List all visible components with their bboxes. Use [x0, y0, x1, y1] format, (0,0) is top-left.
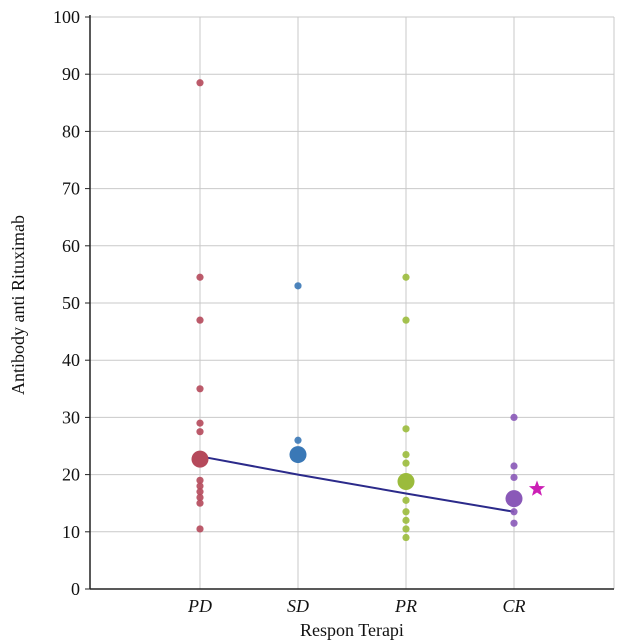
data-point: [402, 273, 410, 281]
y-tick-label: 0: [71, 579, 80, 599]
data-point: [402, 525, 410, 533]
mean-marker: [505, 490, 523, 508]
data-point: [196, 493, 204, 502]
grid-lines: [90, 16, 615, 589]
data-point: [196, 428, 204, 436]
y-tick-label: 90: [62, 64, 80, 84]
data-point: [196, 273, 204, 281]
data-point: [510, 508, 518, 516]
data-point: [196, 525, 204, 533]
data-point: [402, 496, 410, 504]
annotation-markers: [528, 480, 546, 496]
data-point: [510, 519, 518, 527]
y-tick-label: 10: [62, 522, 80, 542]
data-point: [510, 473, 518, 482]
data-point: [196, 482, 204, 490]
data-point: [196, 499, 204, 507]
y-tick-labels: 0 10 20 30 40 50 60 70 80 90 100: [53, 7, 80, 599]
data-point: [196, 488, 204, 496]
trend-line-path: [199, 455, 515, 513]
data-point: [196, 419, 204, 427]
mean-marker: [289, 446, 307, 464]
data-point: [402, 450, 410, 459]
mean-marker: [397, 472, 415, 490]
y-tick-label: 20: [62, 465, 80, 485]
data-point: [196, 79, 204, 87]
y-axis-title: Antibody anti Rituximab: [8, 215, 28, 395]
data-point: [402, 516, 410, 524]
data-point: [510, 413, 518, 421]
data-point: [402, 425, 410, 433]
x-tick-label: SD: [287, 596, 309, 616]
y-tick-label: 40: [62, 350, 80, 370]
data-point: [402, 533, 410, 542]
y-tick-label: 100: [53, 7, 80, 27]
data-point: [402, 508, 410, 516]
data-point: [294, 282, 302, 290]
y-tick-label: 60: [62, 236, 80, 256]
x-category-labels: PD SD PR CR: [187, 596, 526, 616]
data-point: [510, 462, 518, 470]
x-tick-label: CR: [502, 596, 525, 616]
data-point: [294, 436, 302, 444]
trend-line: [199, 455, 515, 513]
x-axis-title: Respon Terapi: [300, 620, 404, 640]
x-tick-label: PR: [394, 596, 417, 616]
x-tick-label: PD: [187, 596, 212, 616]
data-point: [402, 316, 410, 324]
y-tick-label: 50: [62, 293, 80, 313]
data-point: [196, 385, 204, 393]
data-point: [196, 316, 204, 324]
y-tick-label: 80: [62, 121, 80, 141]
data-points: [191, 79, 523, 542]
data-point: [402, 459, 410, 467]
data-point: [196, 476, 204, 484]
star-icon: [528, 480, 546, 496]
y-tick-label: 70: [62, 179, 80, 199]
axes: [85, 15, 614, 590]
mean-marker: [191, 450, 209, 468]
y-tick-label: 30: [62, 407, 80, 427]
